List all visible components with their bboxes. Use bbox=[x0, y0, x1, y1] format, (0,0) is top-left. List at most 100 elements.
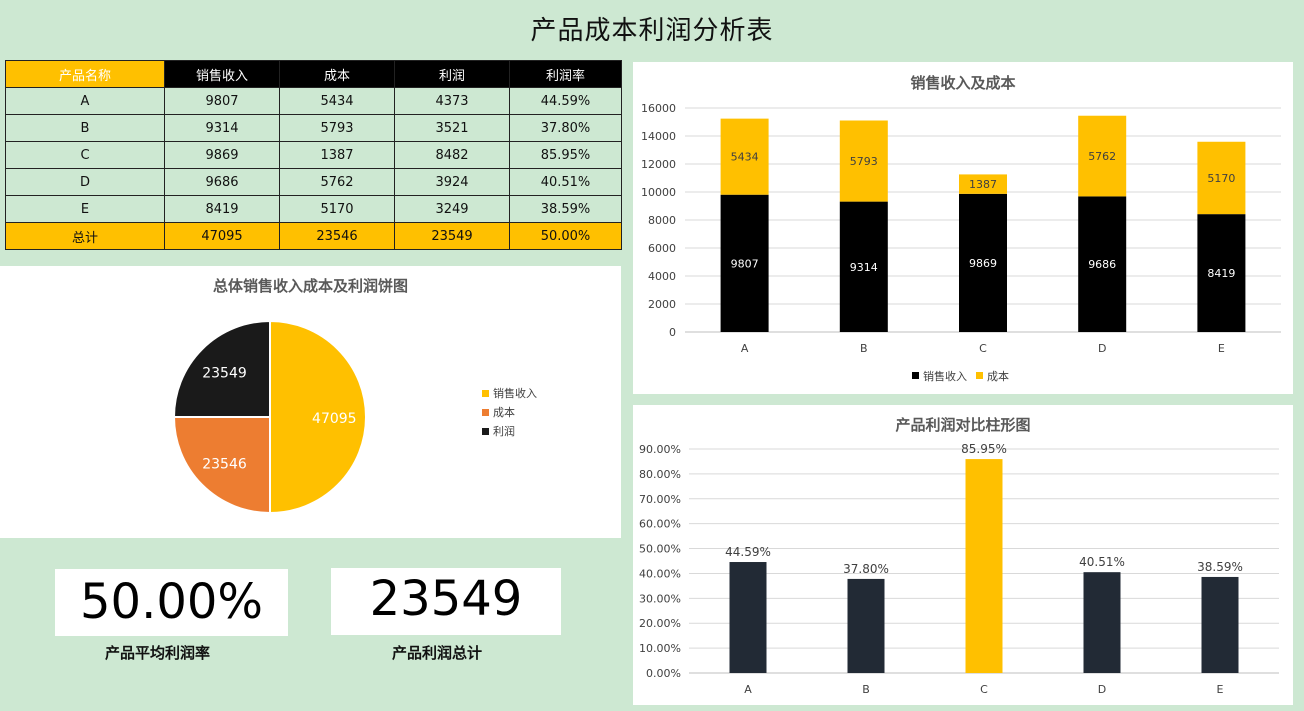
profit-bar bbox=[1083, 572, 1121, 673]
table-cell: 9314 bbox=[164, 114, 280, 142]
bar-data-label: 5762 bbox=[1088, 150, 1116, 163]
y-tick-label: 8000 bbox=[648, 214, 676, 227]
x-tick-label: D bbox=[1098, 342, 1106, 355]
bar-data-label: 1387 bbox=[969, 178, 997, 191]
y-tick-label: 40.00% bbox=[639, 567, 681, 580]
x-tick-label: E bbox=[1217, 683, 1224, 696]
y-tick-label: 10.00% bbox=[639, 642, 681, 655]
y-tick-label: 10000 bbox=[641, 186, 676, 199]
x-tick-label: D bbox=[1098, 683, 1106, 696]
table-cell: 37.80% bbox=[509, 114, 622, 142]
pie-slice bbox=[269, 319, 367, 515]
y-tick-label: 50.00% bbox=[639, 543, 681, 556]
y-tick-label: 2000 bbox=[648, 298, 676, 311]
table-row: C 9869 1387 8482 85.95% bbox=[5, 141, 622, 169]
table-cell: 3924 bbox=[394, 168, 510, 196]
legend-swatch bbox=[482, 390, 489, 397]
legend-label: 成本 bbox=[493, 405, 515, 419]
stacked-bar-segment bbox=[1078, 115, 1127, 197]
profit-chart-title: 产品利润对比柱形图 bbox=[895, 416, 1031, 434]
legend-swatch bbox=[912, 372, 919, 379]
table-cell: E bbox=[5, 195, 165, 223]
table-cell: A bbox=[5, 87, 165, 115]
pie-data-label: 23546 bbox=[202, 456, 247, 472]
pie-data-label: 23549 bbox=[202, 366, 247, 382]
stacked-bar-segment bbox=[959, 174, 1007, 194]
y-tick-label: 4000 bbox=[648, 270, 676, 283]
stacked-bar-segment bbox=[1078, 196, 1127, 332]
table-cell: 50.00% bbox=[509, 222, 622, 250]
y-tick-label: 0 bbox=[669, 326, 676, 339]
y-tick-label: 20.00% bbox=[639, 617, 681, 630]
stacked-bar-segment bbox=[720, 194, 769, 332]
table-cell: 4373 bbox=[394, 87, 510, 115]
bar-data-label: 38.59% bbox=[1197, 560, 1243, 574]
table-cell: 23546 bbox=[279, 222, 395, 250]
table-cell: 1387 bbox=[279, 141, 395, 169]
table-cell: 23549 bbox=[394, 222, 510, 250]
stacked-bar-segment bbox=[1197, 214, 1246, 332]
table-header: 成本 bbox=[279, 60, 395, 88]
bar-data-label: 85.95% bbox=[961, 442, 1007, 456]
legend-label: 销售收入 bbox=[493, 386, 537, 400]
bar-data-label: 40.51% bbox=[1079, 555, 1125, 569]
table-header: 销售收入 bbox=[164, 60, 280, 88]
table-cell: 5170 bbox=[279, 195, 395, 223]
table-cell: 47095 bbox=[164, 222, 280, 250]
table-cell: 5434 bbox=[279, 87, 395, 115]
x-tick-label: A bbox=[741, 342, 749, 355]
table-cell: 8419 bbox=[164, 195, 280, 223]
table-header: 产品名称 bbox=[5, 60, 165, 88]
y-tick-label: 60.00% bbox=[639, 518, 681, 531]
page-title: 产品成本利润分析表 bbox=[530, 16, 774, 46]
table-cell: 3521 bbox=[394, 114, 510, 142]
stacked-bar-chart: 0 2000 4000 6000 8000 10000 12000 14000 16000 980… bbox=[641, 102, 1281, 383]
pie-slice bbox=[172, 415, 271, 515]
pie-chart-panel: 总体销售收入成本及利润饼图 47095 23546 23549 销售收入 成本 利润 bbox=[0, 266, 621, 538]
profit-bar-chart: 0.00% 10.00% 20.00% 30.00% 40.00% 50.00% 60.00… bbox=[639, 442, 1279, 696]
table-row: E 8419 5170 3249 38.59% bbox=[5, 195, 622, 223]
avg-margin-kpi-label: 产品平均利润率 bbox=[104, 644, 210, 662]
bar-data-label: 5434 bbox=[731, 151, 759, 164]
cost-profit-table: 产品名称 销售收入 成本 利润 利润率 A 9807 5434 4373 44.… bbox=[5, 60, 622, 250]
bar-data-label: 5170 bbox=[1207, 172, 1235, 185]
y-tick-label: 16000 bbox=[641, 102, 676, 115]
table-cell: 3249 bbox=[394, 195, 510, 223]
legend-swatch bbox=[976, 372, 983, 379]
y-tick-label: 30.00% bbox=[639, 592, 681, 605]
profit-bar bbox=[729, 562, 767, 673]
legend-swatch bbox=[482, 428, 489, 435]
table-cell: 38.59% bbox=[509, 195, 622, 223]
x-tick-label: E bbox=[1218, 342, 1225, 355]
profit-total-kpi-value: 23549 bbox=[331, 568, 561, 635]
bar-data-label: 44.59% bbox=[725, 545, 771, 559]
table-header: 利润率 bbox=[509, 60, 622, 88]
table-cell: 85.95% bbox=[509, 141, 622, 169]
profit-bar bbox=[847, 578, 885, 673]
table-cell: 5793 bbox=[279, 114, 395, 142]
y-tick-label: 80.00% bbox=[639, 468, 681, 481]
stacked-bar-segment bbox=[839, 120, 888, 202]
table-total-row: 总计 47095 23546 23549 50.00% bbox=[5, 222, 622, 250]
y-tick-label: 14000 bbox=[641, 130, 676, 143]
profit-bar bbox=[965, 459, 1003, 673]
table-cell: 9869 bbox=[164, 141, 280, 169]
y-tick-label: 70.00% bbox=[639, 493, 681, 506]
profit-bar-chart-panel: 产品利润对比柱形图 0.00% 10.00% 20.00% 30.00% 40.00% 5… bbox=[633, 405, 1293, 705]
table-cell: D bbox=[5, 168, 165, 196]
x-tick-label: B bbox=[862, 683, 870, 696]
table-cell: 5762 bbox=[279, 168, 395, 196]
table-cell: C bbox=[5, 141, 165, 169]
legend-label: 成本 bbox=[987, 369, 1009, 383]
bar-data-label: 9314 bbox=[850, 261, 878, 274]
stacked-bar-segment bbox=[839, 201, 888, 332]
avg-margin-kpi-value: 50.00% bbox=[55, 569, 288, 636]
bar-data-label: 9869 bbox=[969, 257, 997, 270]
legend-label: 利润 bbox=[493, 424, 515, 438]
y-tick-label: 12000 bbox=[641, 158, 676, 171]
pie-slice bbox=[172, 319, 271, 419]
bar-data-label: 9686 bbox=[1088, 258, 1116, 271]
table-cell: 9686 bbox=[164, 168, 280, 196]
table-header-row: 产品名称 销售收入 成本 利润 利润率 bbox=[5, 60, 622, 88]
